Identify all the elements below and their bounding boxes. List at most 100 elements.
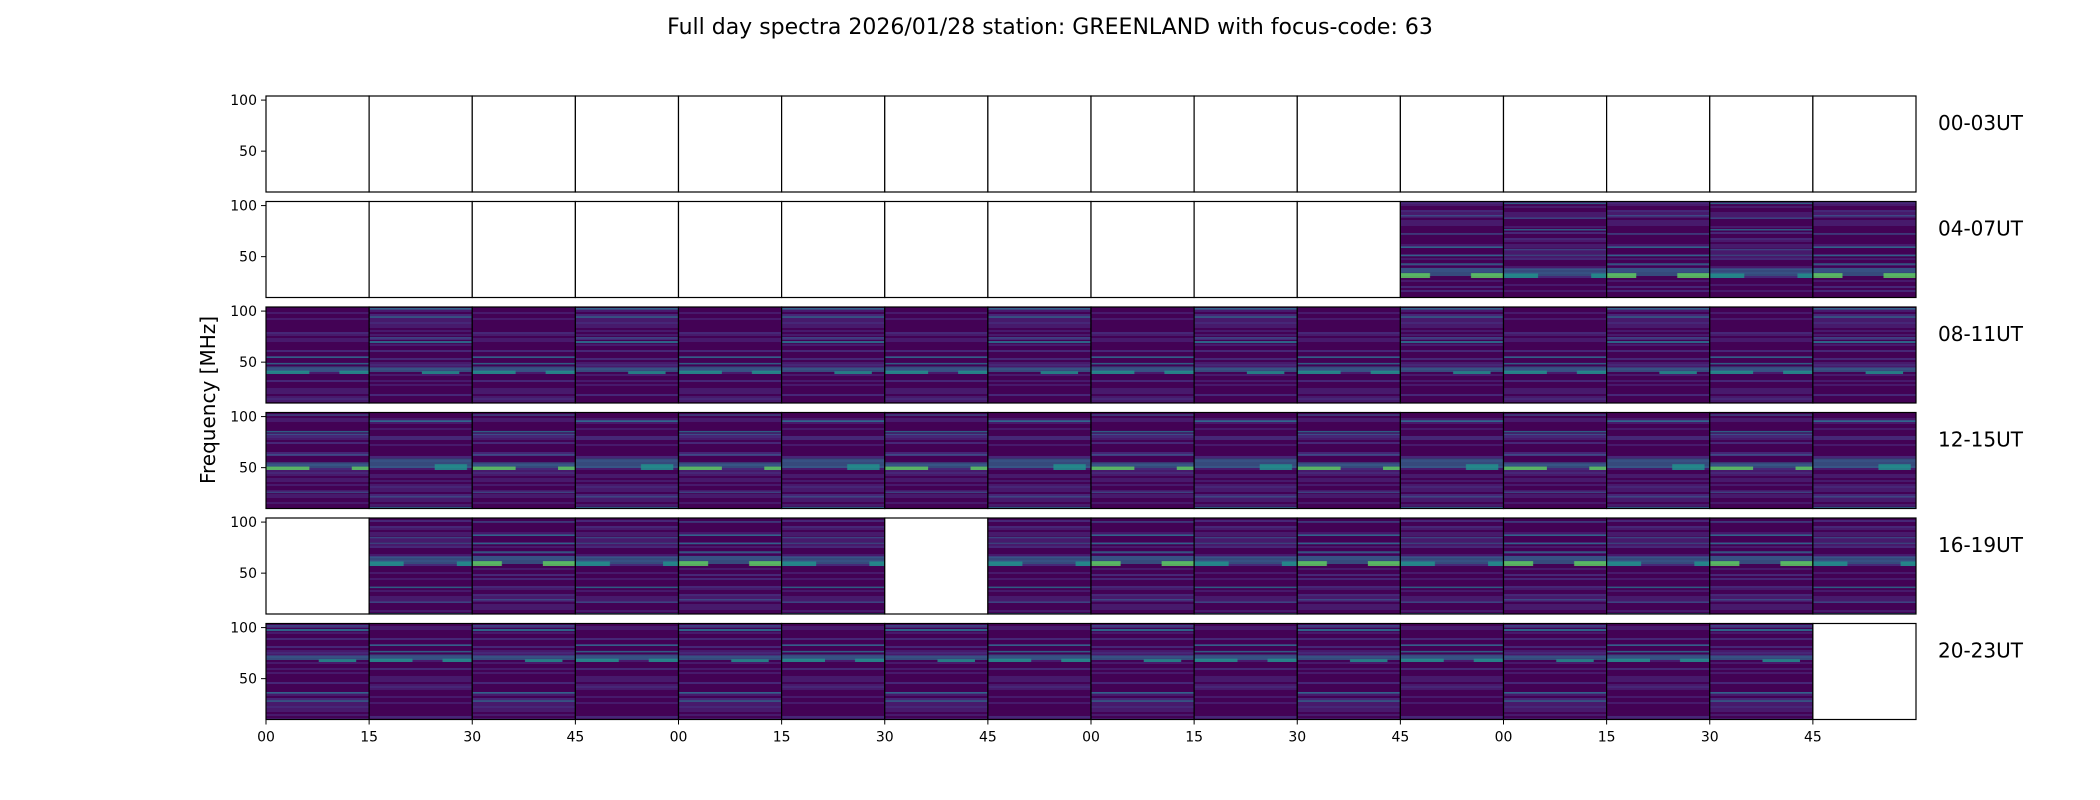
spectrum-panel <box>471 306 576 404</box>
panel-frame <box>1812 517 1917 615</box>
spectrum-panel <box>574 517 680 615</box>
spectrum-panel <box>471 95 576 193</box>
spectrum-image <box>1606 518 1710 614</box>
spectrum-image <box>1503 518 1607 614</box>
spectrum-panel <box>987 411 1092 510</box>
spectrum-image <box>1091 412 1195 509</box>
spectrum-panel <box>1193 200 1298 299</box>
spectrum-image <box>1400 307 1504 403</box>
spectrum-panel <box>1399 622 1505 721</box>
spectrum-image <box>1297 518 1401 614</box>
spectrum-image <box>266 623 370 720</box>
empty-panel <box>987 201 1091 298</box>
spectrum-panel <box>1606 622 1711 721</box>
spectrum-panel <box>1090 306 1195 404</box>
y-tick-label: 50 <box>239 250 257 266</box>
x-tick-label: 30 <box>876 730 894 746</box>
y-tick-label: 50 <box>239 461 257 477</box>
spectrum-panel <box>1709 411 1814 510</box>
spectrum-image <box>1400 412 1504 509</box>
spectrum-image <box>1709 518 1813 614</box>
spectrum-panel <box>987 622 1092 721</box>
spectrum-panel <box>884 306 989 404</box>
spectrum-image <box>1709 412 1813 509</box>
spectrum-image <box>678 623 782 720</box>
spectrum-panel <box>265 517 370 615</box>
empty-panel <box>781 96 885 192</box>
spectrum-image <box>884 307 988 403</box>
chart-title: Full day spectra 2026/01/28 station: GRE… <box>667 15 1433 40</box>
spectrum-image <box>1503 412 1607 509</box>
spectrum-panel <box>1399 517 1505 615</box>
spectrum-image <box>678 307 782 403</box>
empty-panel <box>1194 201 1298 298</box>
x-tick-label: 45 <box>979 730 997 746</box>
spectrum-panel <box>781 200 886 299</box>
y-axis-label: Frequency [MHz] <box>196 316 220 484</box>
spectrum-image <box>1606 623 1710 720</box>
x-tick-label: 45 <box>566 730 584 746</box>
spectrum-panel <box>1502 622 1608 721</box>
spectrum-panel <box>574 622 680 721</box>
panel-frame <box>1812 95 1917 193</box>
empty-panel <box>884 96 988 192</box>
spectrum-panel <box>1399 200 1505 299</box>
spectrum-panel <box>574 306 680 404</box>
spectrum-panel <box>1090 95 1195 193</box>
spectrum-panel <box>368 622 473 721</box>
x-tick-label: 45 <box>1391 730 1409 746</box>
row-label: 12-15UT <box>1938 428 2024 452</box>
spectrum-image <box>369 623 473 720</box>
spectrum-image <box>987 623 1091 720</box>
spectrum-image <box>1812 412 1916 509</box>
spectrum-panel <box>987 95 1092 193</box>
x-tick-label: 15 <box>1185 730 1203 746</box>
spectrum-panel <box>368 200 473 299</box>
spectrum-panel <box>987 306 1092 404</box>
y-tick-label: 100 <box>230 515 257 531</box>
spectrum-image <box>369 412 473 509</box>
spectrum-image <box>781 307 885 403</box>
empty-panel <box>472 201 576 298</box>
empty-panel <box>781 201 885 298</box>
spectrum-panel <box>677 517 783 615</box>
spectrum-panel <box>1193 517 1298 615</box>
empty-panel <box>369 201 473 298</box>
spectrum-image <box>1812 307 1916 403</box>
x-tick-label: 30 <box>463 730 481 746</box>
spectrum-image <box>1297 412 1401 509</box>
spectrum-panel <box>987 200 1092 299</box>
spectrum-image <box>472 412 576 509</box>
y-tick-label: 100 <box>230 93 257 109</box>
spectrum-image <box>266 412 370 509</box>
spectrum-image <box>1091 307 1195 403</box>
empty-panel <box>1091 96 1195 192</box>
spectrum-panel <box>1090 517 1195 615</box>
x-axis-ticks: 00 15 30 45 00 15 30 45 00 15 30 45 00 15 30 45 <box>257 719 1822 746</box>
spectrum-panel <box>1606 517 1711 615</box>
spectrum-panel <box>1709 622 1814 721</box>
row-label: 20-23UT <box>1938 639 2024 663</box>
empty-panel <box>575 96 679 192</box>
y-tick-label: 100 <box>230 621 257 637</box>
spectrum-image <box>1400 201 1504 298</box>
spectrum-image <box>1812 201 1916 298</box>
spectrum-image <box>987 518 1091 614</box>
empty-panel <box>1812 96 1916 192</box>
spectrum-panel <box>1606 95 1711 193</box>
spectrum-image <box>1297 623 1401 720</box>
y-axis-ticks: 50 100 50 100 50 100 50 100 50 100 50 100 <box>230 93 266 688</box>
panel-frame <box>1812 306 1917 404</box>
empty-panel <box>678 201 782 298</box>
spectrum-image <box>575 307 679 403</box>
spectrum-panel <box>884 622 989 721</box>
spectrum-panel <box>471 200 576 299</box>
empty-panel <box>472 96 576 192</box>
spectrum-panel <box>471 411 576 510</box>
x-tick-label: 15 <box>1598 730 1616 746</box>
row-label: 08-11UT <box>1938 322 2024 346</box>
spectrum-panel <box>677 306 783 404</box>
y-tick-label: 100 <box>230 410 257 426</box>
spectrum-image <box>781 623 885 720</box>
spectrum-panel <box>781 306 886 404</box>
